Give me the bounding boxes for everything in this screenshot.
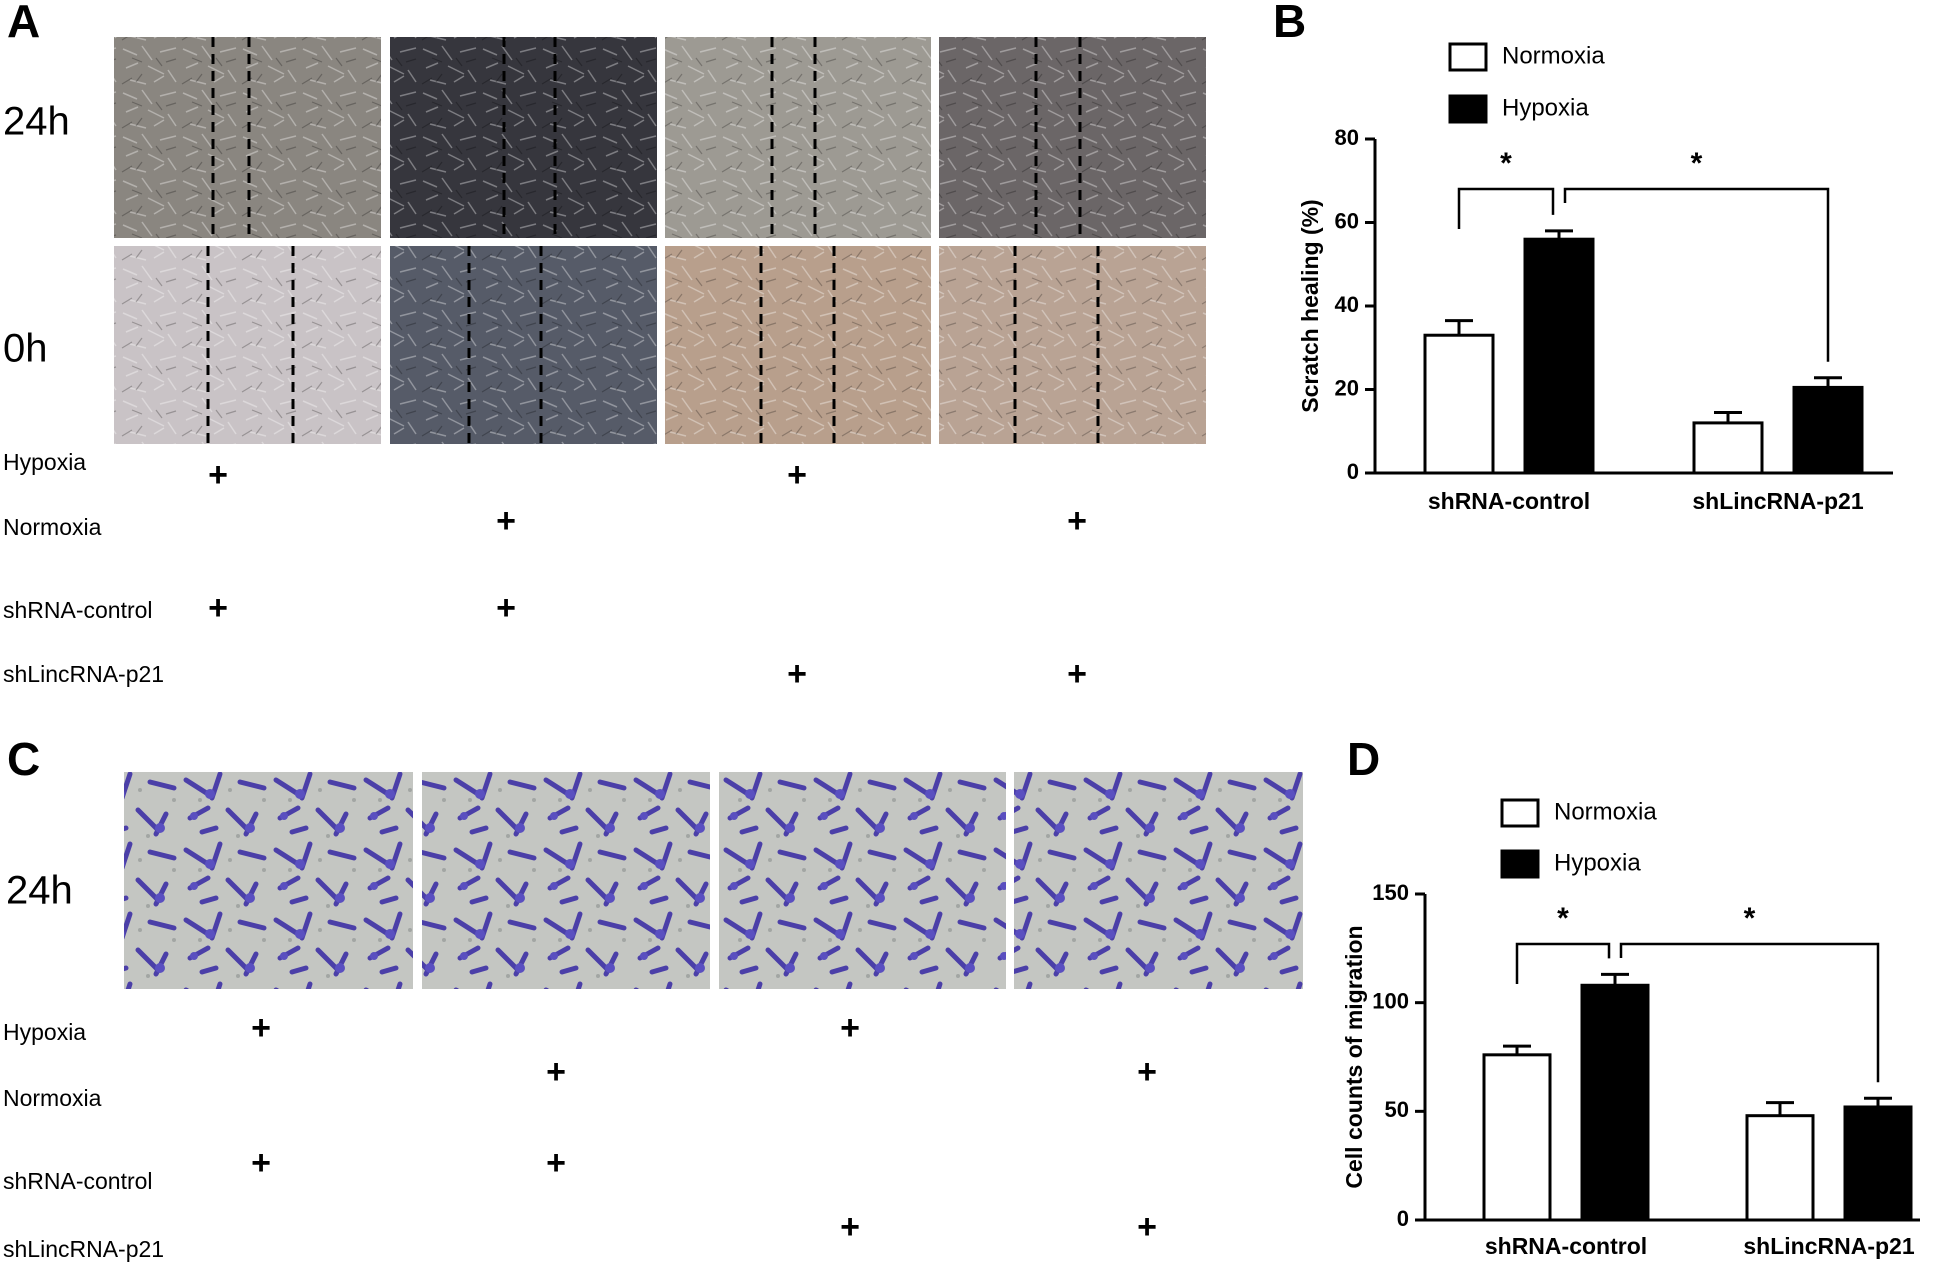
micrograph-texture (390, 246, 657, 444)
micrograph-texture (939, 37, 1206, 238)
condition-mark: + (496, 589, 516, 627)
significance-bracket (1515, 942, 1611, 984)
micrograph-texture (1014, 772, 1303, 989)
bar (1692, 421, 1764, 475)
condition-mark: + (251, 1009, 271, 1047)
condition-label: Normoxia (3, 1085, 102, 1111)
legend-label: Hypoxia (1502, 94, 1589, 121)
x-tick-label: shRNA-control (1428, 488, 1590, 514)
micrograph-texture (124, 772, 413, 989)
panel-label: A (7, 0, 40, 47)
y-tick-label: 20 (1335, 375, 1359, 400)
bar (1482, 1053, 1552, 1222)
micrograph-texture (422, 772, 710, 989)
x-tick-label: shRNA-control (1485, 1233, 1647, 1259)
x-tick-label: shLincRNA-p21 (1692, 488, 1863, 514)
micrograph-texture (114, 37, 381, 238)
bar (1843, 1105, 1913, 1222)
y-axis-label: Cell counts of migration (1341, 925, 1367, 1188)
condition-mark: + (787, 655, 807, 693)
condition-mark: + (787, 456, 807, 494)
condition-mark: + (1137, 1053, 1157, 1091)
condition-mark: + (496, 502, 516, 540)
micrograph-texture (665, 37, 931, 238)
panel-label: C (7, 733, 40, 785)
y-axis-label: Scratch healing (%) (1297, 199, 1323, 412)
condition-label: Normoxia (3, 514, 102, 540)
condition-mark: + (1137, 1208, 1157, 1246)
condition-mark: + (840, 1208, 860, 1246)
bar (1745, 1114, 1815, 1222)
condition-mark: + (1067, 502, 1087, 540)
significance-label: * (1744, 902, 1756, 935)
condition-mark: + (208, 456, 228, 494)
significance-label: * (1691, 147, 1703, 180)
x-tick-label: shLincRNA-p21 (1743, 1233, 1914, 1259)
panel-label: B (1273, 0, 1306, 47)
condition-mark: + (546, 1053, 566, 1091)
legend-swatch (1500, 798, 1540, 828)
condition-label: shRNA-control (3, 1168, 153, 1194)
legend-swatch (1448, 42, 1488, 72)
condition-mark: + (208, 589, 228, 627)
condition-label: shLincRNA-p21 (3, 1236, 164, 1262)
significance-bracket (1619, 942, 1880, 1083)
time-label: 24h (3, 100, 70, 144)
y-tick-label: 80 (1335, 125, 1359, 150)
bar (1523, 237, 1595, 475)
condition-mark: + (840, 1009, 860, 1047)
legend-swatch (1500, 849, 1540, 879)
condition-label: shRNA-control (3, 597, 153, 623)
y-tick-label: 100 (1372, 988, 1409, 1013)
micrograph-texture (939, 246, 1206, 444)
condition-label: Hypoxia (3, 1019, 86, 1045)
significance-label: * (1557, 902, 1569, 935)
condition-mark: + (251, 1144, 271, 1182)
bar (1792, 385, 1864, 475)
y-tick-label: 50 (1385, 1097, 1409, 1122)
micrograph-texture (719, 772, 1006, 989)
y-tick-label: 150 (1372, 880, 1409, 905)
y-tick-label: 60 (1335, 208, 1359, 233)
legend-swatch (1448, 94, 1488, 124)
micrographs (114, 37, 1303, 989)
micrograph-texture (390, 37, 657, 238)
time-label: 24h (6, 869, 73, 913)
y-tick-label: 0 (1397, 1206, 1409, 1231)
legend-label: Hypoxia (1554, 849, 1641, 876)
bar (1580, 983, 1650, 1222)
bar (1423, 333, 1495, 475)
micrograph-texture (114, 246, 381, 444)
condition-mark: + (1067, 655, 1087, 693)
significance-bracket (1457, 187, 1555, 229)
condition-label: shLincRNA-p21 (3, 661, 164, 687)
y-tick-label: 0 (1347, 459, 1359, 484)
significance-label: * (1500, 147, 1512, 180)
micrograph-texture (665, 246, 931, 444)
significance-bracket (1563, 187, 1830, 362)
time-label: 0h (3, 327, 48, 371)
legend-label: Normoxia (1554, 798, 1657, 825)
condition-mark: + (546, 1144, 566, 1182)
panel-label: D (1347, 733, 1380, 785)
legend-label: Normoxia (1502, 42, 1605, 69)
y-tick-label: 40 (1335, 292, 1359, 317)
condition-label: Hypoxia (3, 449, 86, 475)
